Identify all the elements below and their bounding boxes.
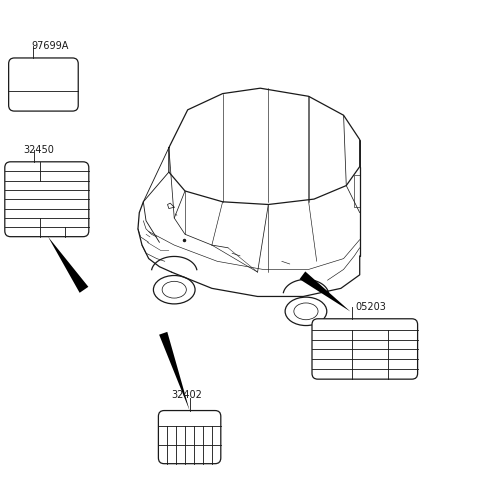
Polygon shape	[300, 271, 350, 312]
FancyBboxPatch shape	[9, 58, 78, 111]
Polygon shape	[48, 237, 88, 293]
Text: 05203: 05203	[355, 301, 386, 312]
Text: 32402: 32402	[172, 390, 203, 400]
Polygon shape	[159, 332, 190, 411]
FancyBboxPatch shape	[158, 411, 221, 464]
FancyBboxPatch shape	[5, 162, 89, 237]
Text: 97699A: 97699A	[31, 41, 69, 51]
FancyBboxPatch shape	[312, 319, 418, 379]
Text: 32450: 32450	[23, 144, 54, 155]
